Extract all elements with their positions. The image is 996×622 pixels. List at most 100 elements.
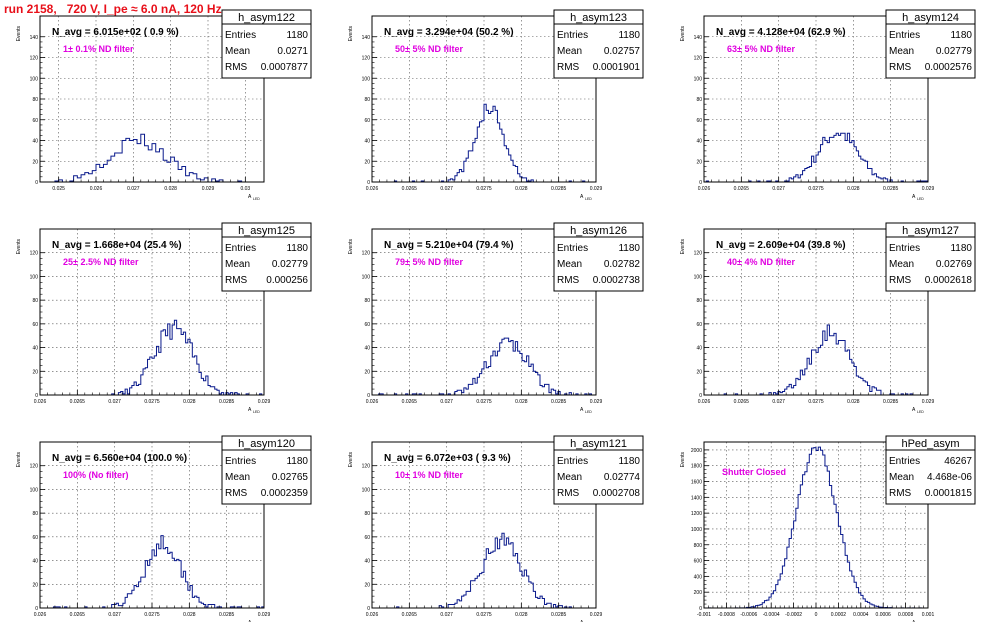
stats-mean-label: Mean [225,46,250,57]
filter-annotation: 1± 0.1% ND filter [63,44,134,54]
x-tick-label: 0.0008 [898,612,914,618]
histogram-pad-h_asym123: 0 20 40 60 80 100 120 140 0.026 0.0265 0.027 0.0275… [348,9,644,201]
x-tick-label: 0.0265 [70,612,86,618]
stats-box-title: h_asym122 [238,12,295,24]
stats-mean-label: Mean [557,46,582,57]
y-tick-label: 60 [32,535,38,541]
x-tick-label: 0.0285 [883,186,899,192]
stats-rms-label: RMS [225,488,248,499]
stats-rms-value: 0.0007877 [261,62,309,73]
x-axis-label-sub: LED [917,410,924,414]
y-tick-label: 1400 [691,495,702,501]
stats-rms-value: 0.0001901 [593,62,641,73]
x-tick-label: 0.028 [515,399,528,405]
stats-entries-value: 1180 [286,456,308,467]
stats-box: h_asym123 Entries 1180 Mean 0.02757 RMS 0.0001… [553,9,644,79]
n-avg-label: N_avg = 2.609e+04 (39.8 %) [716,240,846,251]
y-tick-label: 600 [694,559,703,565]
x-tick-label: 0.001 [922,612,935,618]
y-axis-label: Events [348,26,354,42]
x-tick-label: 0.026 [34,612,47,618]
x-axis-label-sub: LED [585,410,592,414]
y-tick-label: 800 [694,543,703,549]
x-tick-label: 0.0004 [853,612,869,618]
x-tick-label: 0.025 [52,186,65,192]
x-axis-label-sub: LED [585,197,592,201]
y-axis-label: Events [16,239,22,255]
y-tick-label: 80 [32,511,38,517]
x-tick-label: 0.0275 [144,612,160,618]
stats-box: h_asym124 Entries 1180 Mean 0.02779 RMS 0.0002… [885,9,976,79]
x-tick-label: 0.027 [440,186,453,192]
y-tick-label: 40 [696,139,702,145]
stats-mean-label: Mean [557,472,582,483]
y-tick-label: 100 [694,274,703,280]
x-axis-label: A [912,407,916,413]
histogram-line [40,133,264,183]
x-tick-label: 0.0265 [402,399,418,405]
y-tick-label: 120 [694,56,703,62]
x-tick-label: 0.029 [922,399,935,405]
y-tick-label: 60 [32,118,38,124]
y-axis-label: Events [680,452,686,468]
stats-entries-value: 1180 [950,243,972,254]
histogram-pad-hPed_asym: 0 200 400 600 800 1000 1200 1400 1600 1800 2000 -0.… [680,435,976,622]
x-tick-label: 0.0002 [831,612,847,618]
x-axis-label: A [912,194,916,200]
x-axis-label: A [248,407,252,413]
stats-entries-label: Entries [889,243,920,254]
y-tick-label: 60 [696,118,702,124]
stats-rms-value: 0.0002618 [925,275,973,286]
x-tick-label: 0.0275 [476,186,492,192]
stats-box: h_asym120 Entries 1180 Mean 0.02765 RMS 0.0002… [221,435,312,505]
x-tick-label: 0.028 [847,399,860,405]
x-axis-label: A [580,407,584,413]
stats-rms-value: 0.0002576 [925,62,973,73]
x-tick-label: 0.028 [164,186,177,192]
y-tick-label: 40 [696,346,702,352]
y-tick-label: 40 [364,559,370,565]
histogram-pad-h_asym121: 0 20 40 60 80 100 120 0.026 0.0265 0.027 0.0275 0.0… [348,435,644,622]
stats-box-title: h_asym125 [238,225,295,237]
y-tick-label: 1200 [691,511,702,517]
y-tick-label: 20 [32,369,38,375]
y-tick-label: 0 [367,180,370,186]
y-tick-label: 40 [32,559,38,565]
stats-box-title: h_asym120 [238,438,295,450]
stats-box-frame [221,222,312,292]
y-tick-label: 20 [364,582,370,588]
stats-box: h_asym121 Entries 1180 Mean 0.02774 RMS 0.0002… [553,435,644,505]
filter-annotation: 10± 1% ND filter [395,470,463,480]
x-tick-label: -0.0006 [740,612,757,618]
stats-rms-value: 0.0001815 [925,488,973,499]
y-tick-label: 0 [367,606,370,612]
x-tick-label: 0.029 [258,399,271,405]
histogram-line [704,324,928,396]
stats-box-frame [553,435,644,505]
y-tick-label: 140 [30,35,39,41]
stats-mean-value: 0.02774 [604,472,641,483]
x-tick-label: 0.0275 [808,186,824,192]
y-tick-label: 100 [694,76,703,82]
y-tick-label: 100 [362,76,371,82]
stats-entries-label: Entries [889,456,920,467]
stats-mean-value: 0.02779 [936,46,973,57]
x-tick-label: 0.028 [515,186,528,192]
n-avg-label: N_avg = 6.560e+04 (100.0 %) [52,453,187,464]
y-axis-label: Events [348,452,354,468]
y-tick-label: 0 [699,606,702,612]
stats-mean-value: 0.02779 [272,259,309,270]
x-tick-label: 0.027 [772,399,785,405]
stats-mean-label: Mean [225,259,250,270]
stats-entries-label: Entries [889,30,920,41]
stats-box-frame [885,435,976,505]
run-title: run 2158, 720 V, I_pe ≈ 6.0 nA, 120 Hz [4,2,222,16]
x-tick-label: 0.029 [590,186,603,192]
y-tick-label: 400 [694,574,703,580]
stats-box-title: h_asym127 [902,225,959,237]
stats-mean-label: Mean [889,46,914,57]
stats-entries-label: Entries [225,243,256,254]
histogram-pad-h_asym120: 0 20 40 60 80 100 120 0.026 0.0265 0.027 0.0275 0.0… [16,435,312,622]
x-tick-label: 0.028 [183,612,196,618]
x-tick-label: -0.0008 [718,612,735,618]
